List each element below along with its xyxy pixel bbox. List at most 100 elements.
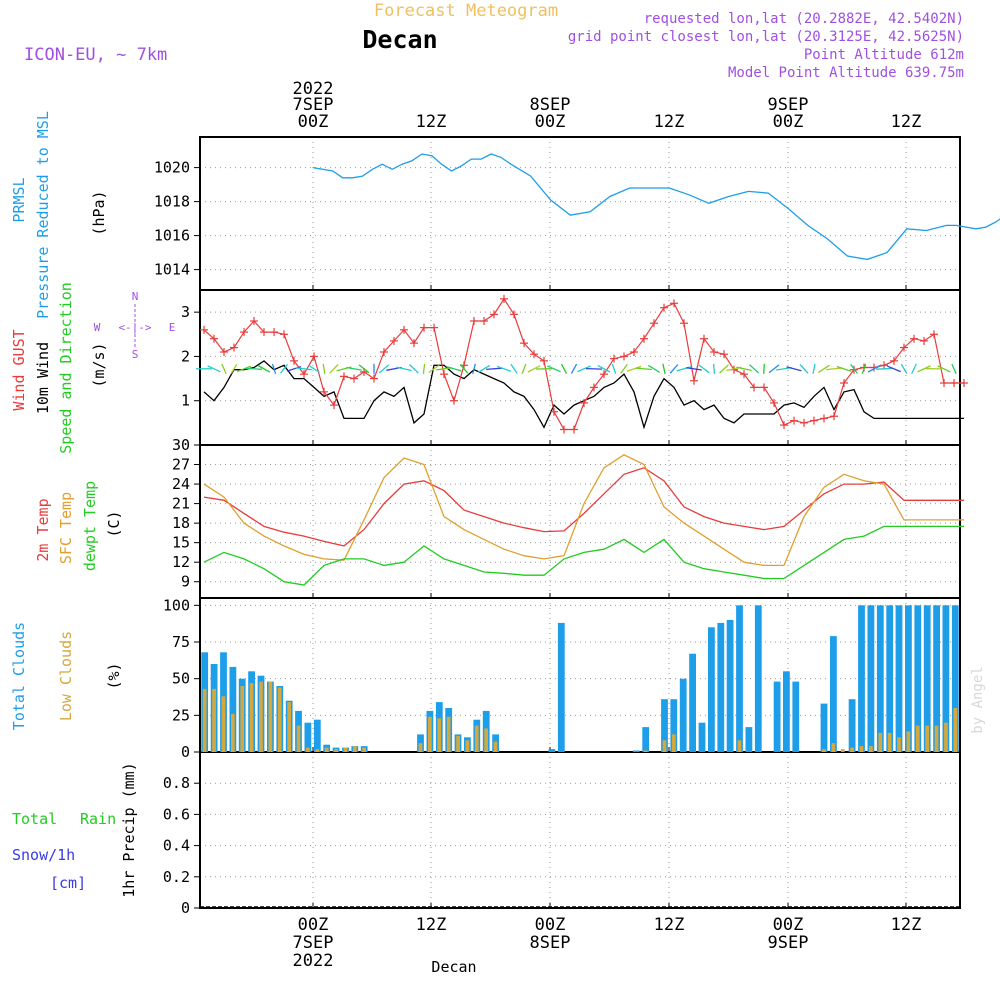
wind-arrow — [547, 365, 561, 373]
gust-marker — [390, 336, 398, 345]
wind-arrow — [472, 363, 476, 374]
wind-arrow — [245, 367, 263, 370]
top-tick-2: 12Z — [416, 112, 447, 132]
gust-marker — [690, 376, 698, 385]
low-cloud-bar — [887, 732, 892, 752]
gust-marker — [270, 328, 278, 337]
snow-label: Snow/1h — [12, 846, 75, 864]
y-tick-label: 100 — [163, 596, 190, 614]
y-tick-label: 0.6 — [163, 805, 190, 823]
y-tick-label: 1020 — [154, 159, 190, 177]
low-cloud-bar — [296, 725, 301, 752]
gust-marker — [580, 398, 588, 407]
gust-marker — [930, 330, 938, 339]
gust-marker — [960, 379, 968, 387]
gust-marker — [760, 383, 768, 392]
gust-marker — [320, 387, 328, 396]
low-cloud-bar — [822, 749, 826, 752]
top-tick-3: 00Z — [535, 112, 566, 132]
wind-arrow — [346, 366, 362, 371]
wind-arrow — [436, 367, 452, 371]
temp-2m-line — [203, 467, 964, 547]
model-label: ICON-EU, ~ 7km — [24, 45, 167, 65]
gust-marker — [770, 398, 778, 407]
gust-marker — [290, 356, 298, 365]
gust-marker — [420, 323, 428, 332]
total-cloud-bar — [670, 699, 678, 752]
total-cloud-bar — [754, 605, 762, 752]
y-tick-label: 0.8 — [163, 774, 190, 792]
wind-arrow — [911, 363, 917, 374]
total-cloud-bar — [726, 620, 734, 752]
wind-arrow — [560, 363, 568, 374]
compass-w: W — [94, 321, 101, 334]
wind-arrow — [636, 367, 652, 371]
wind-arrow — [422, 363, 426, 374]
wind-arrow — [271, 363, 277, 374]
y-tick-label: 12 — [172, 553, 190, 571]
bottom-date-1: 7SEP — [293, 933, 334, 953]
y-tick-label: 9 — [181, 573, 190, 591]
wind-arrow — [329, 364, 339, 374]
total-cloud-bar — [951, 605, 959, 752]
total-cloud-bar — [886, 605, 894, 752]
low-cloud-bar — [428, 716, 432, 752]
compass-n: N — [132, 290, 139, 303]
wind-arrow — [647, 364, 661, 373]
bottom-year: 2022 — [293, 951, 334, 971]
gust-marker — [620, 352, 628, 361]
panel-5: 0 0.2 0.4 0.6 0.8 — [163, 751, 961, 917]
bottom-tick-1: 00Z — [298, 915, 329, 935]
gust-marker — [410, 339, 418, 348]
total-cloud-bar — [858, 605, 865, 752]
low-cloud-bar — [493, 741, 498, 752]
low-cloud-bar — [437, 718, 442, 752]
low-cloud-bar — [315, 749, 320, 752]
low-cloud-bar — [878, 732, 883, 752]
gust-marker — [200, 325, 208, 334]
top-tick-1: 00Z — [298, 112, 329, 132]
gust-marker — [820, 414, 828, 423]
compass-e: E — [169, 321, 176, 334]
y-tick-label: 1014 — [154, 261, 190, 279]
gust-marker — [630, 348, 638, 356]
celsius-unit-label: (C) — [105, 510, 123, 537]
y-tick-label: 18 — [172, 514, 190, 532]
low-cloud-bar — [343, 747, 348, 752]
dewpt-line — [203, 525, 964, 586]
wind-arrow — [626, 365, 642, 372]
gridpoint-coords: grid point closest lon,lat (20.3125E, 42… — [568, 29, 964, 45]
total-cloud-bar — [679, 678, 687, 752]
gust-marker — [530, 350, 538, 359]
wind-arrow — [322, 363, 326, 374]
wind-arrow — [207, 365, 221, 373]
total-cloud-bar — [661, 699, 668, 752]
gust-marker — [430, 323, 438, 332]
top-tick-6: 12Z — [891, 112, 922, 132]
total-cloud-bar — [632, 750, 640, 752]
wind-arrow — [428, 364, 440, 374]
gust-marker — [520, 339, 528, 348]
wind-arrow — [496, 365, 512, 372]
bottom-tick-4: 12Z — [654, 915, 685, 935]
total-cloud-bar — [933, 605, 940, 752]
total-cloud-bar — [923, 605, 931, 752]
gust-marker — [800, 418, 808, 427]
location-title: Decan — [362, 25, 437, 54]
gust-marker — [230, 343, 238, 352]
gust-marker — [910, 334, 918, 343]
low-cloud-bar — [906, 731, 911, 752]
low-cloud-bar — [353, 746, 357, 752]
wind-arrow — [585, 367, 603, 370]
wind-arrow — [768, 364, 780, 374]
gust-marker — [330, 401, 338, 410]
wind-arrow — [951, 363, 957, 374]
wind-arrow — [396, 366, 412, 372]
low-cloud-bar — [259, 681, 263, 752]
wind-arrow — [850, 363, 858, 374]
low-cloud-bar — [953, 708, 958, 752]
wind-arrow — [676, 366, 692, 372]
wind-arrow — [736, 366, 752, 372]
low-cloud-bar — [446, 716, 451, 752]
dewpt-temp-label: dewpt Temp — [81, 481, 99, 571]
